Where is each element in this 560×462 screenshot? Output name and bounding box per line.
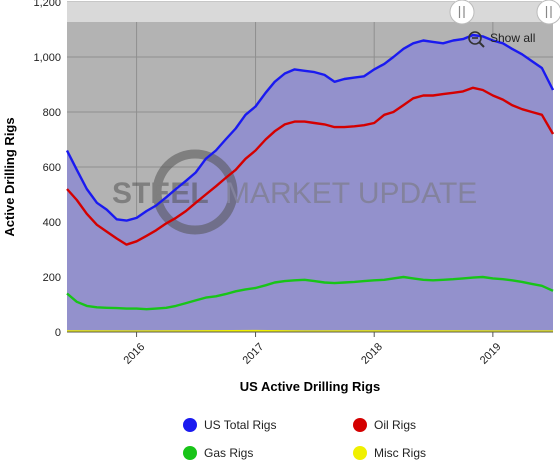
x-axis-title: US Active Drilling Rigs xyxy=(240,379,380,394)
series-line-misc-rigs[interactable] xyxy=(66,329,553,333)
x-tick-label: 2018 xyxy=(359,341,385,367)
x-tick-label: 2019 xyxy=(478,341,504,367)
legend-marker-icon xyxy=(183,418,197,432)
legend-label: Gas Rigs xyxy=(204,446,253,460)
y-tick-label: 400 xyxy=(43,217,61,229)
legend-marker-icon xyxy=(353,446,367,460)
watermark-circle-icon xyxy=(152,149,238,235)
legend-item-gas-rigs[interactable]: Gas Rigs xyxy=(183,446,253,460)
y-tick-label: 800 xyxy=(43,107,61,119)
legend-item-misc-rigs[interactable]: Misc Rigs xyxy=(353,446,426,460)
legend-label: Oil Rigs xyxy=(374,418,416,432)
zoom-out-icon xyxy=(468,31,485,48)
legend-marker-icon xyxy=(183,446,197,460)
navigator-strip[interactable] xyxy=(67,2,553,22)
y-tick-label: 1,000 xyxy=(33,52,61,64)
y-tick-label: 200 xyxy=(43,272,61,284)
y-tick-label: 0 xyxy=(55,327,61,339)
watermark-logo: STEEL MARKET UPDATE xyxy=(112,149,477,235)
x-tick-label: 2016 xyxy=(122,341,148,367)
y-tick-label: 600 xyxy=(43,162,61,174)
show-all-button[interactable]: Show all xyxy=(464,26,544,50)
legend-label: US Total Rigs xyxy=(204,418,276,432)
watermark-text: STEEL MARKET UPDATE xyxy=(112,177,477,210)
legend-marker-icon xyxy=(353,418,367,432)
series-line-us-total-rigs[interactable] xyxy=(65,33,555,222)
navigator-left-handle[interactable] xyxy=(449,0,475,25)
legend-item-us-total-rigs[interactable]: US Total Rigs xyxy=(183,418,276,432)
watermark-weak: MARKET UPDATE xyxy=(225,177,477,210)
navigator-right-handle[interactable] xyxy=(536,0,560,25)
series-lines xyxy=(65,33,555,333)
total-rigs-area xyxy=(67,35,553,332)
series-line-oil-rigs[interactable] xyxy=(66,86,555,246)
y-axis-title: Active Drilling Rigs xyxy=(2,117,17,236)
y-tick-label: 1,200 xyxy=(33,0,61,9)
x-tick-label: 2017 xyxy=(241,341,267,367)
legend-label: Misc Rigs xyxy=(374,446,426,460)
legend: US Total Rigs Oil Rigs Gas Rigs Misc Rigs xyxy=(183,418,426,460)
legend-item-oil-rigs[interactable]: Oil Rigs xyxy=(353,418,416,432)
y-axis-ticks: 0 200 400 600 800 1,000 1,200 xyxy=(33,0,61,339)
x-axis-ticks: 2016 2017 2018 2019 xyxy=(122,332,504,367)
show-all-label: Show all xyxy=(490,31,535,45)
series-line-gas-rigs[interactable] xyxy=(66,275,554,311)
